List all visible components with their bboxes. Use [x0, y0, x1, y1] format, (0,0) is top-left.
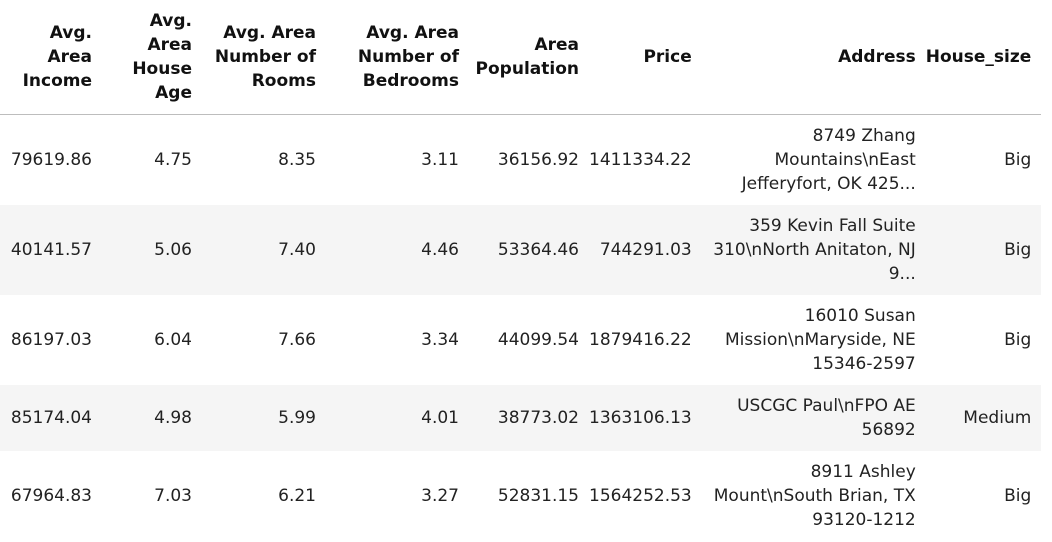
cell-bedrooms: 3.34 [421, 329, 459, 350]
cell-house-size: Medium [963, 407, 1032, 428]
table-row: 85174.04 4.98 5.99 4.01 38773.02 1363106… [0, 384, 1042, 451]
cell-address: 16010 Susan Mission\nMaryside, NE 15346-… [702, 295, 926, 385]
cell-income: 85174.04 [10, 407, 92, 428]
column-header-avg-area-number-of-bedrooms: Avg. Area Number of Bedrooms [326, 0, 469, 115]
column-header-area-population: Area Population [469, 0, 589, 115]
cell-house-age: 6.04 [154, 329, 192, 350]
cell-address: 8911 Ashley Mount\nSouth Brian, TX 93120… [702, 451, 926, 541]
cell-rooms: 8.35 [278, 149, 316, 170]
address-text: 8749 Zhang Mountains\nEast Jefferyfort, … [741, 125, 916, 194]
cell-price: 744291.03 [599, 239, 692, 260]
cell-population: 38773.02 [497, 407, 579, 428]
cell-house-age: 4.98 [154, 407, 192, 428]
cell-price: 1879416.22 [589, 329, 692, 350]
table-row: 79619.86 4.75 8.35 3.11 36156.92 1411334… [0, 114, 1042, 205]
cell-house-age: 5.06 [154, 239, 192, 260]
column-header-price: Price [589, 0, 702, 115]
cell-address: 359 Kevin Fall Suite 310\nNorth Anitaton… [702, 205, 926, 295]
table-row: 67964.83 7.03 6.21 3.27 52831.15 1564252… [0, 450, 1042, 541]
cell-income: 79619.86 [10, 149, 92, 170]
column-header-avg-area-number-of-rooms: Avg. Area Number of Rooms [202, 0, 326, 115]
address-text: USCGC Paul\nFPO AE 56892 [737, 395, 916, 440]
cell-rooms: 7.40 [278, 239, 316, 260]
cell-house-size: Big [1004, 149, 1032, 170]
cell-price: 1564252.53 [589, 485, 692, 506]
cell-population: 36156.92 [497, 149, 579, 170]
cell-bedrooms: 4.01 [421, 407, 459, 428]
table-body: 79619.86 4.75 8.35 3.11 36156.92 1411334… [0, 114, 1042, 541]
cell-income: 40141.57 [10, 239, 92, 260]
cell-house-age: 7.03 [154, 485, 192, 506]
cell-house-size: Big [1004, 485, 1032, 506]
cell-bedrooms: 4.46 [421, 239, 459, 260]
column-header-avg-area-income: Avg. Area Income [0, 0, 102, 115]
address-text: 359 Kevin Fall Suite 310\nNorth Anitaton… [713, 215, 916, 284]
cell-bedrooms: 3.27 [421, 485, 459, 506]
cell-bedrooms: 3.11 [421, 149, 459, 170]
cell-income: 86197.03 [10, 329, 92, 350]
cell-house-size: Big [1004, 239, 1032, 260]
cell-address: 8749 Zhang Mountains\nEast Jefferyfort, … [702, 114, 926, 205]
cell-population: 53364.46 [497, 239, 579, 260]
cell-house-size: Big [1004, 329, 1032, 350]
cell-population: 44099.54 [497, 329, 579, 350]
cell-population: 52831.15 [497, 485, 579, 506]
cell-address: USCGC Paul\nFPO AE 56892 [702, 385, 926, 451]
cell-price: 1411334.22 [589, 149, 692, 170]
cell-income: 67964.83 [10, 485, 92, 506]
column-header-address: Address [701, 0, 926, 115]
column-header-avg-area-house-age: Avg. Area House Age [102, 0, 202, 115]
table-row: 40141.57 5.06 7.40 4.46 53364.46 744291.… [0, 204, 1042, 295]
cell-rooms: 5.99 [278, 407, 316, 428]
column-header-house-size: House_size [925, 0, 1042, 115]
cell-house-age: 4.75 [154, 149, 192, 170]
address-text: 8911 Ashley Mount\nSouth Brian, TX 93120… [713, 461, 916, 530]
cell-rooms: 7.66 [278, 329, 316, 350]
table-header: Avg. Area Income Avg. Area House Age Avg… [0, 0, 1042, 115]
table-row: 86197.03 6.04 7.66 3.34 44099.54 1879416… [0, 294, 1042, 385]
header-row: Avg. Area Income Avg. Area House Age Avg… [0, 0, 1042, 115]
cell-rooms: 6.21 [278, 485, 316, 506]
cell-price: 1363106.13 [589, 407, 692, 428]
address-text: 16010 Susan Mission\nMaryside, NE 15346-… [725, 305, 916, 374]
